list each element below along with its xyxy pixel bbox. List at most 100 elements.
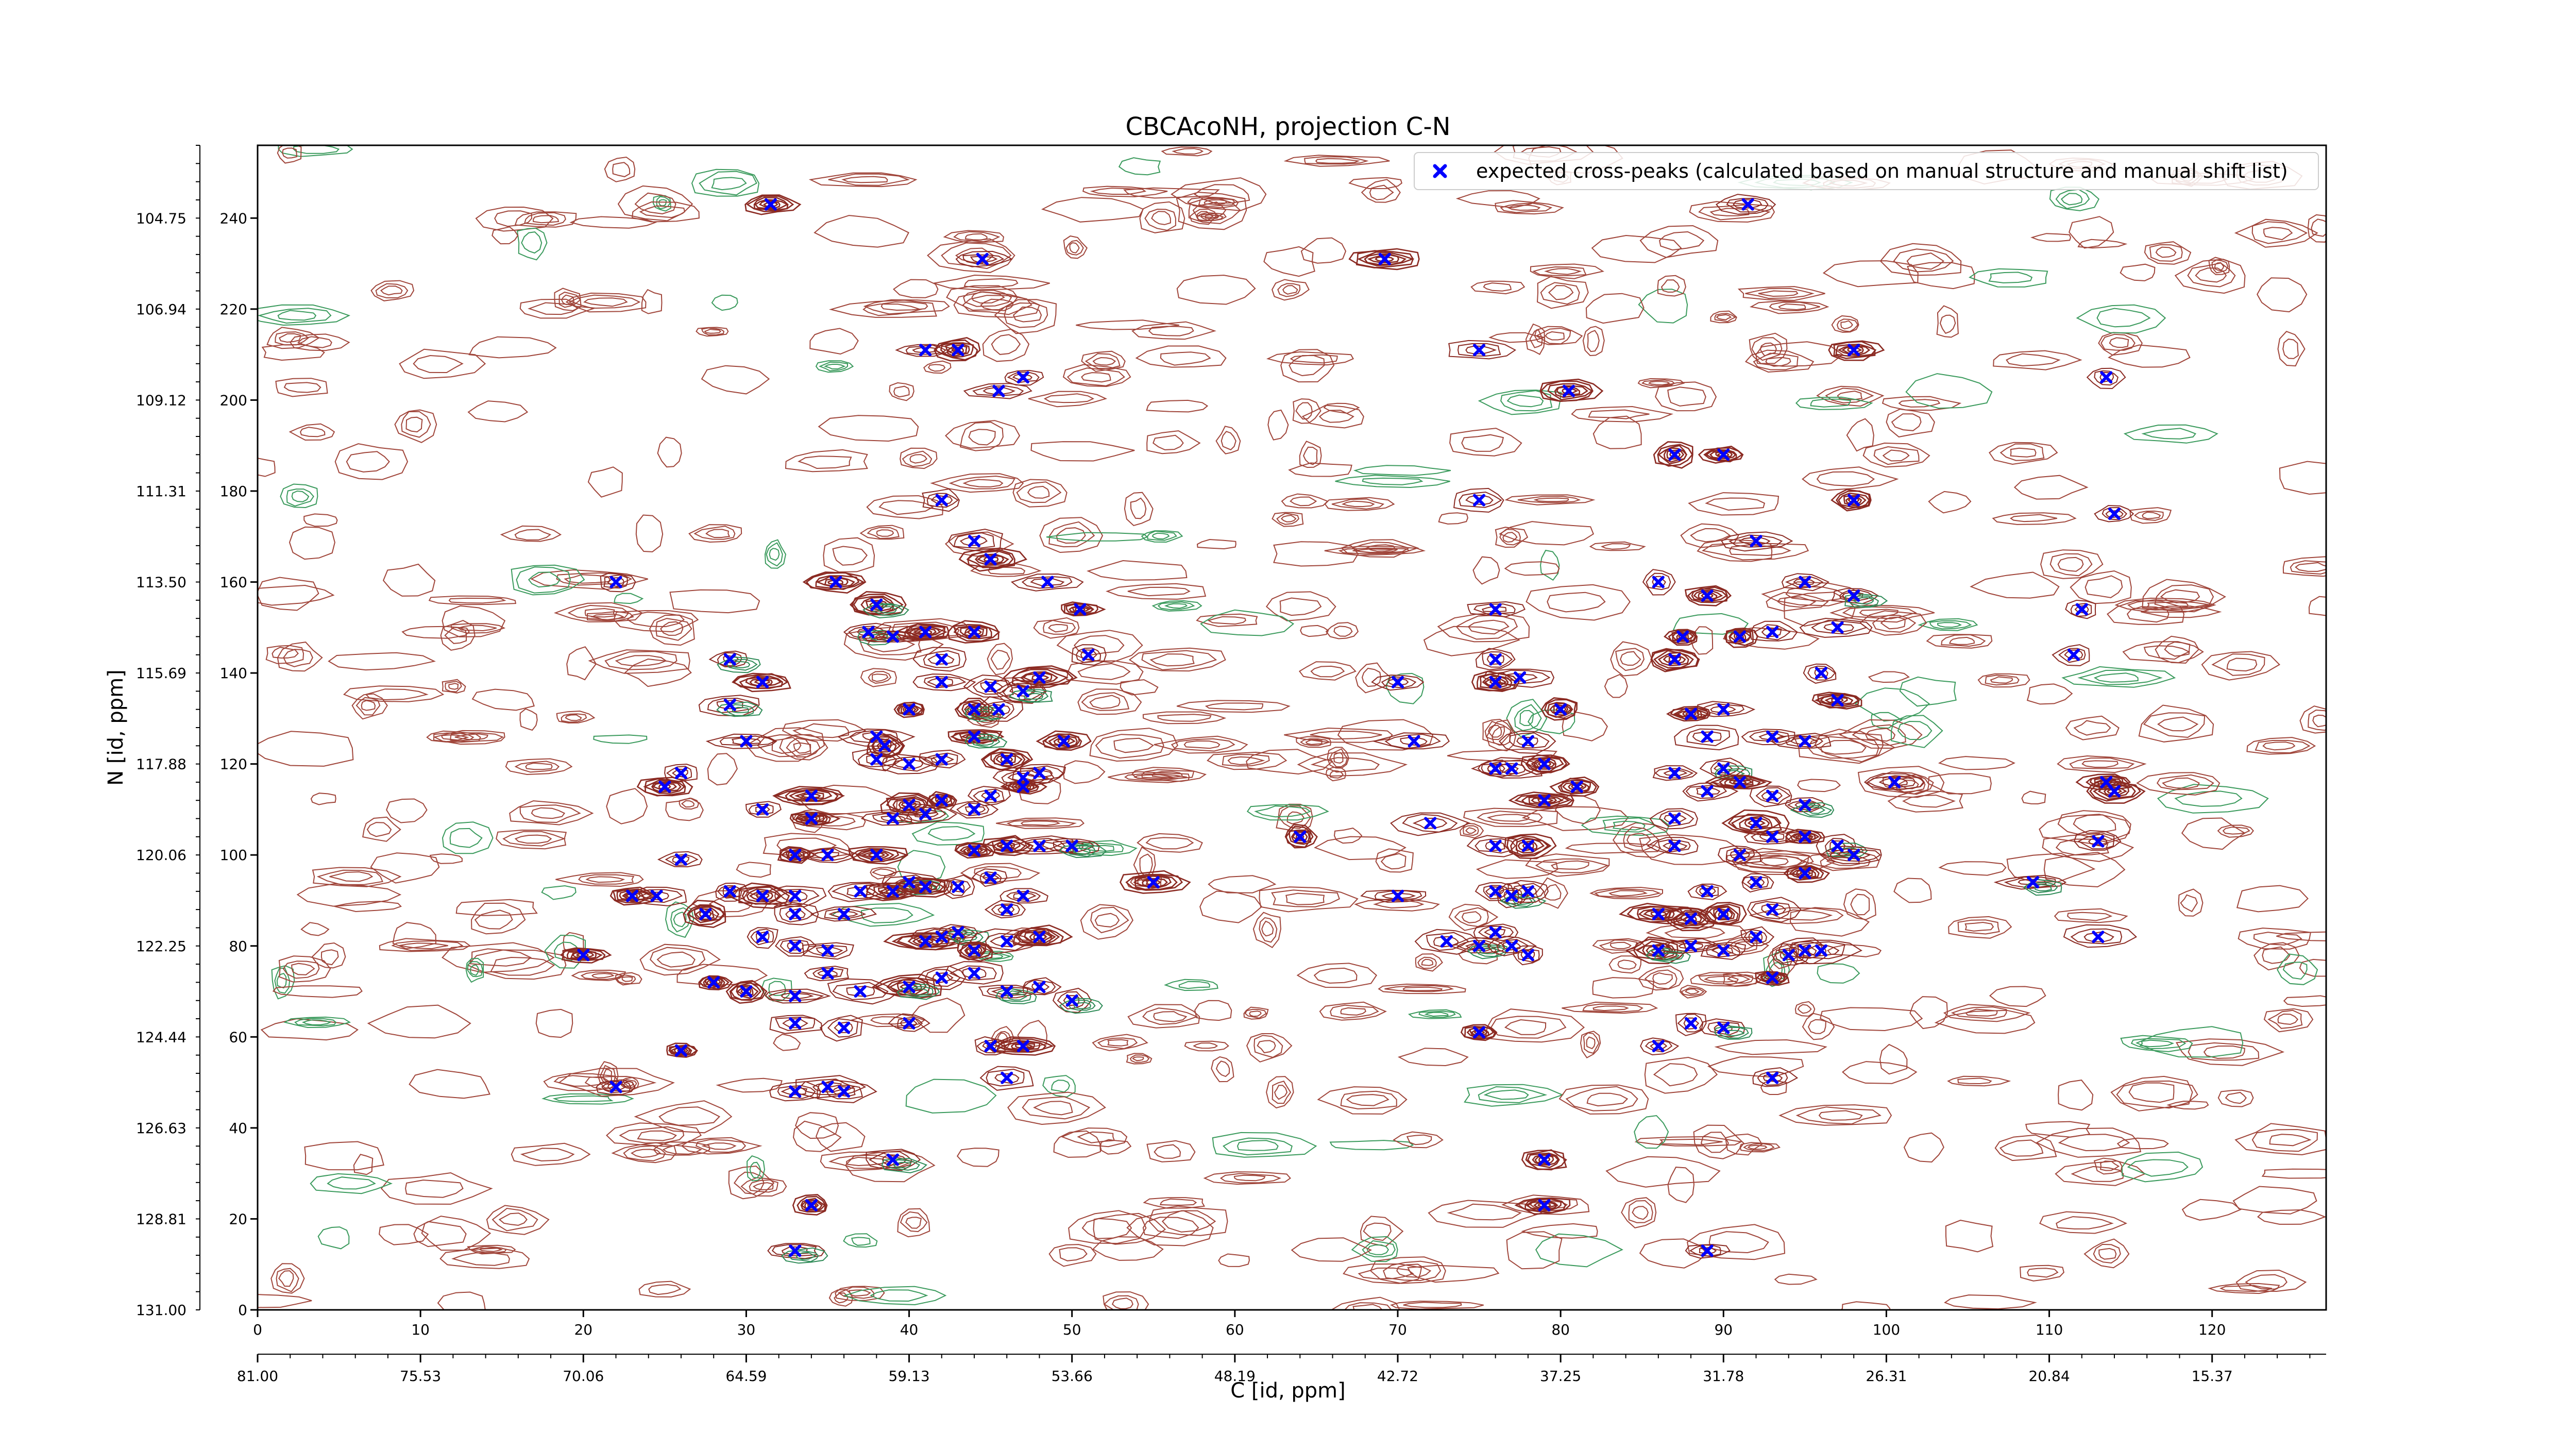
contour-line [1588, 409, 1650, 419]
contour-line [1873, 446, 1920, 465]
contour-line [2226, 658, 2258, 672]
contour-line [1473, 923, 1519, 941]
contour-line [441, 734, 469, 741]
contour-line [987, 643, 1013, 676]
contour-line [1592, 1005, 1629, 1012]
contour-line [1817, 963, 1860, 984]
contour-line [584, 608, 616, 618]
contour-line [1030, 578, 1065, 587]
contour-line [1708, 1231, 1769, 1254]
contour-line [1654, 768, 1694, 779]
contour-line [514, 761, 560, 773]
contour-line [561, 294, 574, 306]
contour-line [571, 969, 626, 981]
contour-line [310, 793, 336, 805]
contour-line [1918, 618, 1978, 631]
contour-line [767, 1243, 825, 1259]
contour-line [278, 955, 331, 983]
contour-line [745, 801, 782, 818]
cross-peak-marker [1701, 1244, 1714, 1257]
contour-line [1324, 546, 1426, 556]
x-ppm-tick-label: 37.25 [1540, 1368, 1581, 1385]
contour-line [1504, 494, 1596, 506]
contour-line [1655, 381, 1717, 412]
contour-line [657, 436, 682, 468]
contour-line [1557, 778, 1597, 795]
contour-line [971, 291, 1005, 304]
contour-line [2236, 885, 2309, 913]
contour-line [1710, 760, 1740, 776]
contour-line [1012, 764, 1066, 784]
contour-line [1766, 592, 1829, 612]
contour-line [2246, 737, 2316, 755]
contour-line [1743, 857, 1789, 866]
contour-line [258, 584, 335, 606]
contour-line [967, 786, 1011, 806]
contour-line [471, 902, 526, 935]
contour-line [1642, 569, 1676, 596]
x-tick-label: 20 [574, 1321, 592, 1338]
contour-line [1758, 290, 1799, 297]
contour-line [1188, 198, 1241, 224]
contour-line [974, 866, 1022, 880]
contour-line [278, 1270, 294, 1287]
contour-line [1369, 184, 1394, 200]
cross-peak-marker [789, 1085, 802, 1098]
contour-line [1012, 479, 1067, 508]
contour-line [1785, 735, 1824, 748]
cross-peak-marker [1750, 876, 1762, 889]
contour-line [270, 1263, 305, 1294]
contour-line [469, 1245, 507, 1254]
cross-peak-marker [674, 767, 687, 780]
contour-line [1532, 266, 1587, 276]
contour-line [688, 524, 742, 543]
contour-line [1750, 620, 1798, 642]
contour-line [1488, 332, 1545, 343]
contour-line [993, 752, 1023, 767]
contour-line [1164, 603, 1188, 609]
contour-line [962, 254, 1005, 265]
contour-line [1358, 1267, 1414, 1279]
contour-line [986, 987, 1028, 997]
contour-line [1204, 214, 1219, 220]
contour-line [1208, 875, 1277, 894]
cross-peak-marker [1888, 776, 1901, 788]
contour-line [912, 647, 967, 672]
contour-line [650, 947, 706, 971]
contour-line [726, 882, 796, 909]
contour-line [1022, 672, 1053, 683]
contour-line [1504, 561, 1560, 576]
contour-line [1903, 1132, 1944, 1163]
contour-line [2127, 1159, 2189, 1177]
contour-line [1810, 398, 1852, 408]
contour-line [1585, 293, 1645, 324]
contour-line [976, 737, 994, 746]
contour-line [639, 943, 721, 976]
contour-line [1074, 635, 1125, 656]
contour-line [1525, 853, 1610, 877]
contour-line [2149, 244, 2183, 262]
contour-line [768, 981, 786, 996]
contour-line [511, 564, 585, 596]
contour-line [1319, 1001, 1387, 1021]
contour-line [468, 948, 532, 967]
contour-line [2282, 556, 2326, 577]
contour-line [785, 789, 839, 802]
contour-line [786, 737, 821, 758]
cross-peak-marker [1815, 944, 1827, 957]
contour-line [1677, 942, 1704, 950]
contour-line [1586, 1036, 1596, 1050]
contour-line [857, 751, 897, 768]
contour-line [1697, 701, 1756, 717]
contour-line [375, 283, 409, 299]
contour-line [666, 766, 692, 780]
cross-peak-marker [1799, 867, 1811, 880]
contour-line [1274, 1085, 1288, 1100]
contour-line [2030, 233, 2072, 242]
contour-line [753, 196, 789, 211]
contour-line [681, 1137, 762, 1155]
cross-peak-marker [756, 889, 769, 902]
contour-line [683, 900, 726, 928]
contour-line [1731, 813, 1782, 833]
contour-line [963, 675, 1014, 698]
